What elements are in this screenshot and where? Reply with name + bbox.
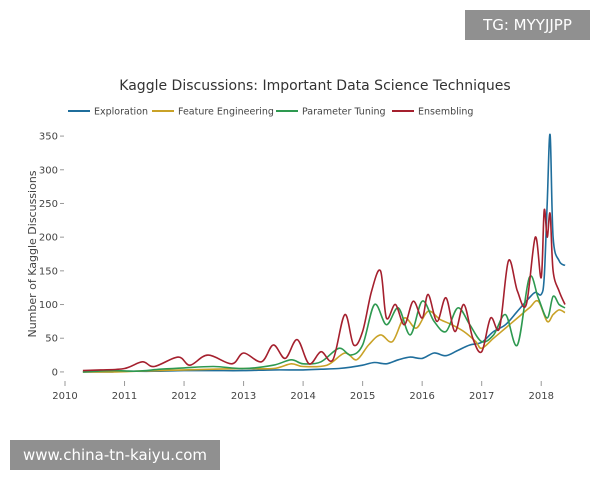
y-tick-label: 0 [52, 367, 58, 378]
chart-title: Kaggle Discussions: Important Data Scien… [119, 78, 510, 94]
x-tick-label: 2012 [171, 391, 196, 402]
x-tick-label: 2015 [350, 391, 375, 402]
y-tick-label: 250 [39, 199, 58, 210]
y-tick-label: 50 [45, 334, 58, 345]
y-tick-label: 100 [39, 300, 58, 311]
y-tick-label: 200 [39, 233, 58, 244]
series-line-exploration [82, 133, 566, 373]
y-tick-label: 150 [39, 266, 58, 277]
x-tick-label: 2017 [469, 391, 494, 402]
x-tick-label: 2014 [290, 391, 315, 402]
y-tick-label: 300 [39, 165, 58, 176]
x-tick-label: 2010 [52, 391, 77, 402]
legend-label: Exploration [94, 107, 148, 118]
watermark-top-right: TG: MYYJJPP [465, 10, 590, 40]
y-axis-label: Number of Kaggle Discussions [26, 170, 39, 337]
watermark-bottom-left: www.china-tn-kaiyu.com [10, 440, 220, 470]
series-group [82, 133, 566, 373]
legend: Exploration Feature Engineering Parameter … [68, 107, 473, 118]
legend-label: Ensembling [418, 107, 473, 118]
legend-label: Parameter Tuning [302, 107, 386, 118]
axes: 2010 2011 2012 2013 2014 2015 2016 2017 2018 0 50 1… [39, 132, 554, 402]
x-tick-label: 2013 [231, 391, 256, 402]
legend-label: Feature Engineering [178, 107, 274, 118]
x-tick-label: 2018 [528, 391, 553, 402]
series-line-parameter-tuning [82, 275, 566, 373]
series-line-ensembling [82, 208, 566, 372]
y-tick-label: 350 [39, 132, 58, 143]
series-line-feature-engineering [82, 299, 566, 373]
x-tick-label: 2016 [409, 391, 434, 402]
x-tick-label: 2011 [112, 391, 137, 402]
